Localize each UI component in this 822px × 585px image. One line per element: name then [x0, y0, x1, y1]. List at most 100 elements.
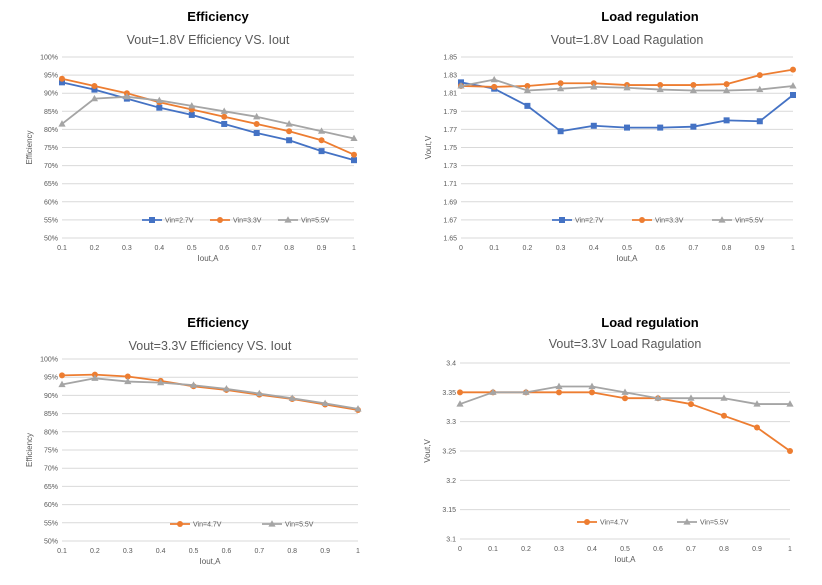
- data-point: [188, 111, 195, 118]
- x-tick-label: 0.4: [156, 548, 166, 555]
- x-tick-label: 0: [458, 546, 462, 553]
- data-point: [720, 394, 728, 401]
- data-point: [588, 382, 596, 390]
- y-tick-label: 1.67: [443, 217, 457, 224]
- y-tick-label: 1.77: [443, 127, 457, 134]
- x-tick-label: 0.8: [722, 245, 732, 252]
- y-tick-label: 1.73: [443, 163, 457, 170]
- data-point: [350, 134, 358, 142]
- x-tick-label: 0: [459, 245, 463, 252]
- chart-title: Vout=1.8V Load Ragulation: [551, 33, 704, 47]
- data-point: [59, 79, 65, 86]
- y-tick-label: 100%: [40, 55, 58, 62]
- data-point: [157, 378, 165, 386]
- x-tick-label: 0.9: [752, 546, 762, 553]
- y-tick-label: 60%: [44, 502, 58, 509]
- x-tick-label: 0.1: [57, 548, 67, 555]
- y-tick-label: 3.35: [442, 390, 456, 397]
- data-point: [522, 388, 530, 395]
- legend-label: Vin=5.5V: [301, 218, 330, 225]
- series-2: [456, 382, 794, 407]
- data-point: [621, 388, 629, 395]
- legend-item: Vin=3.3V: [210, 217, 262, 225]
- x-tick-label: 0.5: [622, 245, 632, 252]
- x-tick-label: 0.4: [154, 245, 164, 252]
- data-point: [688, 401, 694, 408]
- y-tick-label: 3.15: [442, 507, 456, 514]
- data-point: [723, 117, 730, 124]
- data-point: [189, 381, 198, 388]
- y-tick-label: 1.75: [443, 145, 457, 152]
- data-point: [756, 72, 763, 79]
- data-point: [790, 66, 796, 73]
- data-point: [756, 85, 764, 93]
- legend-label: Vin=4.7V: [193, 522, 222, 529]
- efficiency-chart-1v8: Vout=1.8V Efficiency VS. Iout 50% 55% 60% 65…: [25, 33, 358, 263]
- data-point: [524, 82, 531, 89]
- data-point: [689, 86, 697, 94]
- x-tick-label: 0.1: [57, 245, 67, 252]
- data-point: [523, 86, 531, 94]
- data-point: [623, 83, 631, 91]
- y-tick-label: 50%: [44, 236, 58, 243]
- series-1: [59, 79, 357, 164]
- data-point: [188, 102, 196, 109]
- y-axis-label: Vout,V: [423, 439, 432, 463]
- y-tick-label: 95%: [44, 73, 58, 80]
- load-regulation-chart-3v3: Vout=3.3V Load Ragulation 3.1 3.15 3.2 3.25 3…: [423, 337, 794, 564]
- data-point: [524, 102, 531, 109]
- series-2: [58, 374, 362, 412]
- y-tick-label: 75%: [44, 448, 58, 455]
- x-tick-label: 0.4: [589, 245, 599, 252]
- data-point: [557, 84, 565, 92]
- y-tick-label: 90%: [44, 393, 58, 400]
- data-point: [589, 389, 595, 396]
- data-point: [253, 112, 261, 120]
- legend-item: Vin=2.7V: [552, 217, 604, 225]
- x-tick-label: 0.9: [320, 548, 330, 555]
- x-tick-label: 0.7: [686, 546, 696, 553]
- y-tick-label: 65%: [44, 181, 58, 188]
- data-point: [754, 424, 760, 431]
- efficiency-chart-3v3: Vout=3.3V Efficiency VS. Iout 50% 55% 60% 65…: [25, 339, 362, 566]
- data-point: [657, 124, 664, 131]
- chart-heading-3: Efficiency: [187, 315, 249, 330]
- legend-item: Vin=4.7V: [577, 519, 629, 527]
- data-point: [58, 120, 66, 127]
- x-axis-label: Iout,A: [615, 555, 637, 564]
- y-tick-label: 1.69: [443, 199, 457, 206]
- series-line: [61, 95, 355, 140]
- x-tick-label: 0.6: [222, 548, 232, 555]
- data-point: [318, 137, 325, 144]
- y-tick-label: 85%: [44, 109, 58, 116]
- series-line: [61, 77, 355, 156]
- y-tick-label: 50%: [44, 539, 58, 546]
- x-axis-label: Iout,A: [200, 557, 222, 566]
- legend-item: Vin=5.5V: [677, 518, 729, 527]
- y-tick-label: 55%: [44, 217, 58, 224]
- legend-marker: [149, 217, 155, 223]
- data-point: [753, 400, 761, 407]
- y-tick-label: 1.85: [443, 55, 457, 62]
- legend-marker: [268, 520, 276, 527]
- legend-marker: [683, 518, 691, 525]
- y-tick-label: 60%: [44, 199, 58, 206]
- data-point: [221, 120, 228, 127]
- x-tick-label: 0.6: [655, 245, 665, 252]
- data-point: [285, 120, 293, 127]
- y-tick-label: 85%: [44, 411, 58, 418]
- x-tick-label: 0.7: [689, 245, 699, 252]
- legend-marker: [559, 217, 565, 223]
- data-point: [491, 83, 498, 90]
- data-point: [59, 75, 65, 82]
- y-tick-label: 3.25: [442, 449, 456, 456]
- chart-heading-2: Load regulation: [601, 9, 699, 24]
- data-point: [555, 382, 563, 390]
- x-tick-label: 0.2: [523, 245, 533, 252]
- x-tick-label: 0.3: [554, 546, 564, 553]
- data-point: [490, 75, 498, 83]
- data-point: [556, 389, 562, 396]
- series-3: [58, 93, 358, 142]
- data-point: [286, 128, 293, 135]
- data-point: [91, 82, 98, 89]
